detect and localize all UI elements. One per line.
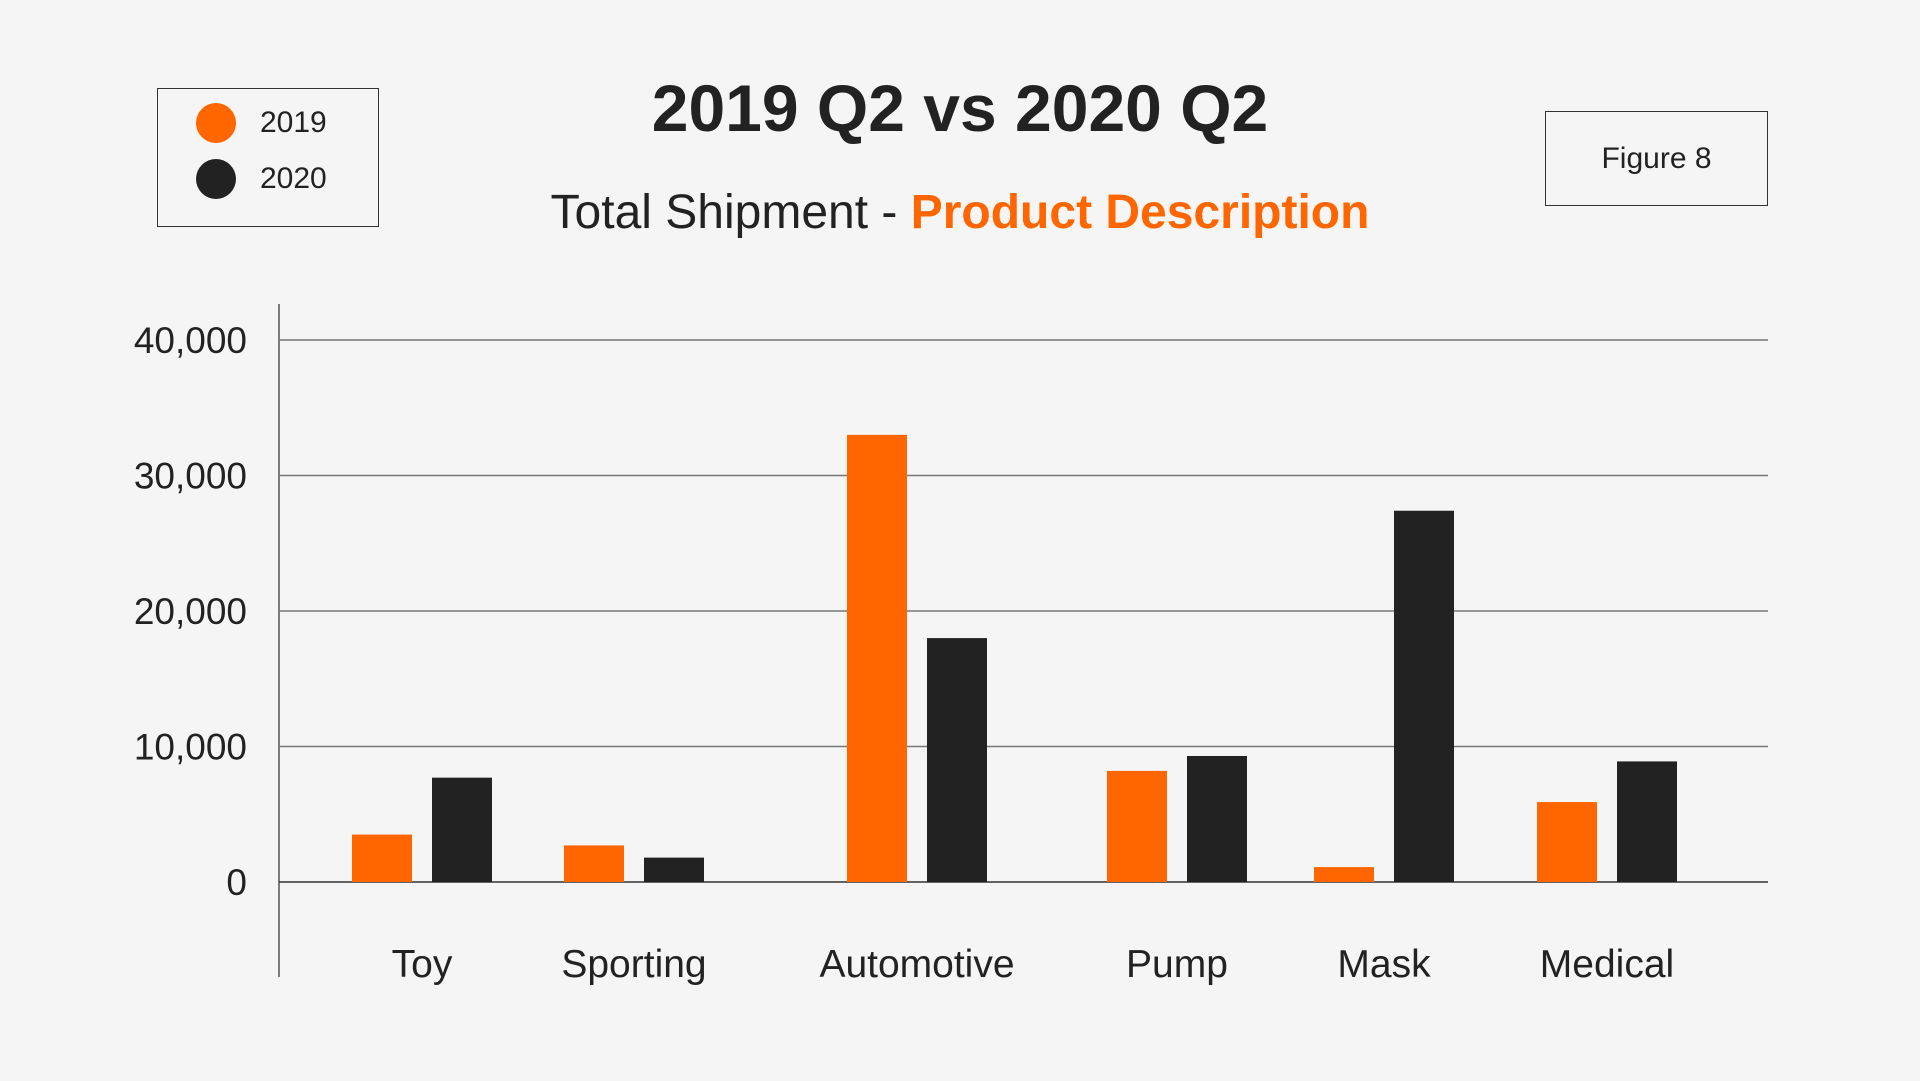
legend-label: 2020 [260,162,327,195]
x-tick-label: Automotive [819,943,1014,986]
bar-2020-pump [1187,755,1247,882]
x-tick-label: Mask [1337,943,1431,986]
y-tick-label: 0 [226,862,247,903]
bar-2020-automotive [927,638,987,882]
bar-2019-automotive [847,434,907,882]
legend-label: 2019 [260,106,327,139]
bar-2020-medical [1617,761,1677,882]
subtitle-prefix: Total Shipment - [550,186,911,239]
chart-subtitle: Total Shipment - Product Description [0,185,1920,240]
bar-2019-pump [1107,770,1167,882]
y-tick-label: 30,000 [134,456,247,497]
bar-2019-toy [352,834,412,882]
legend: 2019 2020 [157,88,379,227]
subtitle-highlight: Product Description [910,186,1370,239]
x-tick-label: Sporting [561,943,706,986]
bar-2019-sporting [564,845,624,882]
bar-2019-mask [1314,867,1374,882]
legend-swatch-2020 [196,159,236,199]
x-tick-label: Medical [1540,943,1674,986]
bar-2020-toy [432,777,492,882]
x-tick-label: Pump [1126,943,1228,986]
x-tick-label: Toy [392,943,453,986]
legend-item-2019: 2019 [196,103,327,143]
bar-2020-sporting [644,857,704,882]
bar-2019-medical [1537,802,1597,882]
legend-item-2020: 2020 [196,159,327,199]
chart-title: 2019 Q2 vs 2020 Q2 [651,71,1269,145]
bar-2020-mask [1394,510,1454,882]
legend-swatch-2019 [196,103,236,143]
y-tick-label: 20,000 [134,591,247,632]
figure-label-text: Figure 8 [1601,141,1712,175]
y-tick-label: 40,000 [134,320,247,361]
figure-label: Figure 8 [1545,111,1768,206]
y-tick-label: 10,000 [134,727,247,768]
